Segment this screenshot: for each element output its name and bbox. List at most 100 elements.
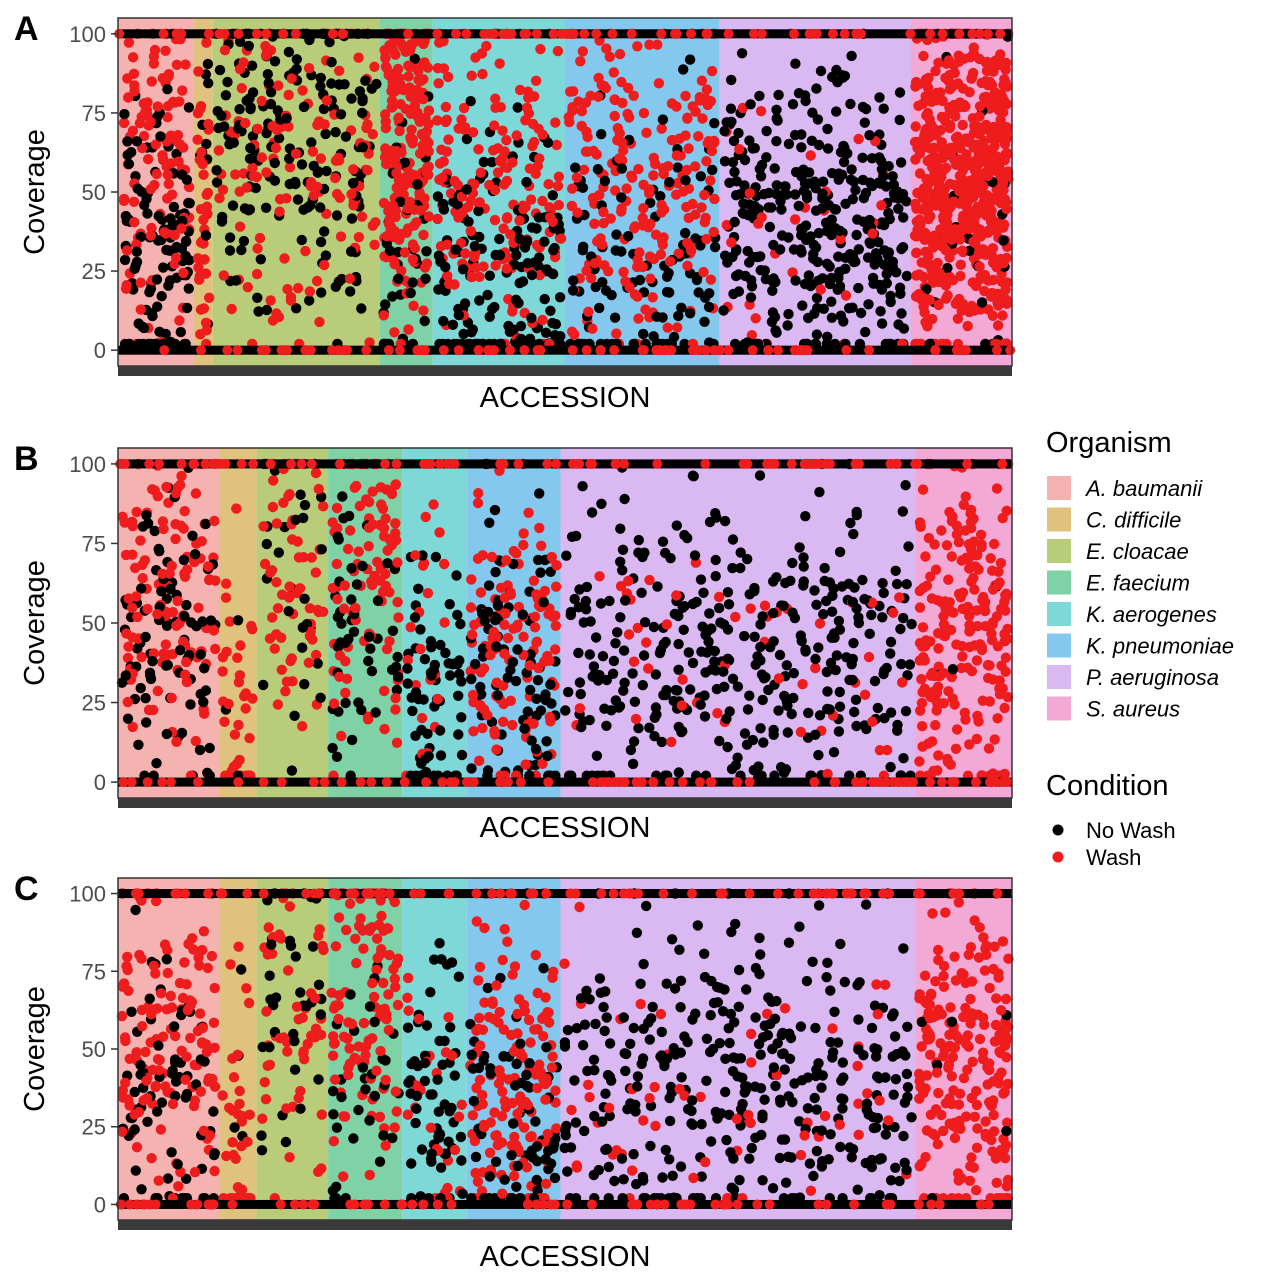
no-wash-point bbox=[445, 1022, 456, 1033]
no-wash-point bbox=[129, 263, 140, 274]
no-wash-point bbox=[822, 123, 833, 135]
wash-point bbox=[390, 479, 401, 490]
wash-point bbox=[403, 1005, 414, 1016]
no-wash-point bbox=[810, 729, 821, 740]
no-wash-point bbox=[739, 154, 751, 166]
wash-point bbox=[297, 1012, 308, 1023]
wash-point bbox=[381, 1009, 392, 1020]
no-wash-point bbox=[453, 690, 464, 701]
wash-point bbox=[319, 777, 330, 788]
wash-point bbox=[936, 525, 947, 536]
no-wash-point bbox=[744, 199, 755, 210]
wash-point bbox=[652, 39, 663, 50]
wash-point bbox=[381, 484, 392, 495]
no-wash-point bbox=[456, 1155, 467, 1166]
no-wash-point bbox=[244, 204, 256, 215]
no-wash-point bbox=[718, 619, 730, 630]
no-wash-point bbox=[211, 165, 222, 176]
no-wash-point bbox=[755, 641, 766, 653]
no-wash-point bbox=[364, 631, 375, 642]
no-wash-point bbox=[860, 326, 871, 338]
wash-point bbox=[200, 317, 212, 328]
no-wash-point bbox=[316, 287, 327, 298]
wash-point bbox=[199, 708, 210, 719]
wash-point bbox=[129, 217, 140, 228]
wash-point bbox=[947, 777, 957, 788]
no-wash-point bbox=[727, 157, 739, 168]
no-wash-point bbox=[891, 267, 902, 278]
wash-point bbox=[501, 135, 512, 146]
wash-point bbox=[315, 153, 327, 164]
no-wash-point bbox=[782, 727, 793, 738]
wash-point bbox=[924, 143, 935, 154]
no-wash-point bbox=[502, 672, 513, 683]
no-wash-point bbox=[144, 993, 155, 1004]
wash-point bbox=[835, 234, 846, 245]
wash-point bbox=[954, 97, 966, 108]
wash-point bbox=[175, 479, 186, 491]
wash-point bbox=[490, 260, 501, 271]
wash-point bbox=[234, 1085, 245, 1097]
wash-point bbox=[919, 192, 930, 204]
wash-point bbox=[333, 912, 345, 923]
wash-point bbox=[309, 992, 321, 1004]
no-wash-point bbox=[453, 729, 464, 740]
no-wash-point bbox=[305, 200, 316, 211]
no-wash-point bbox=[790, 275, 801, 286]
wash-point bbox=[122, 696, 133, 708]
wash-point bbox=[577, 46, 588, 57]
wash-point bbox=[392, 557, 403, 568]
no-wash-point bbox=[301, 1000, 312, 1012]
wash-point bbox=[165, 990, 176, 1002]
no-wash-point bbox=[164, 245, 175, 256]
wash-point bbox=[603, 266, 614, 277]
no-wash-point bbox=[356, 303, 367, 314]
wash-point bbox=[920, 94, 932, 105]
no-wash-point bbox=[853, 282, 864, 294]
no-wash-point bbox=[131, 136, 143, 147]
wash-point bbox=[138, 130, 150, 142]
no-wash-point bbox=[838, 156, 850, 168]
wash-point bbox=[989, 141, 1000, 152]
no-wash-point bbox=[433, 284, 444, 295]
no-wash-point bbox=[390, 661, 402, 673]
wash-point bbox=[414, 116, 425, 128]
no-wash-point bbox=[596, 498, 607, 509]
no-wash-point bbox=[633, 534, 644, 546]
wash-point bbox=[532, 345, 543, 356]
wash-point bbox=[922, 107, 933, 119]
no-wash-point bbox=[591, 750, 603, 761]
wash-point bbox=[433, 78, 444, 89]
wash-point bbox=[641, 127, 652, 138]
wash-point bbox=[145, 116, 156, 128]
wash-point bbox=[162, 169, 173, 180]
wash-point bbox=[449, 279, 460, 290]
wash-point bbox=[332, 594, 343, 605]
wash-point bbox=[617, 97, 628, 109]
no-wash-point bbox=[740, 270, 751, 282]
no-wash-point bbox=[885, 636, 897, 648]
no-wash-point bbox=[357, 107, 368, 119]
wash-point bbox=[759, 600, 771, 611]
no-wash-point bbox=[821, 258, 833, 269]
no-wash-point bbox=[730, 760, 742, 771]
no-wash-point bbox=[142, 208, 153, 219]
wash-point bbox=[282, 1046, 293, 1057]
no-wash-point bbox=[466, 1049, 477, 1061]
wash-point bbox=[885, 458, 896, 469]
no-wash-point bbox=[216, 110, 227, 122]
wash-point bbox=[460, 248, 471, 259]
wash-point bbox=[196, 536, 207, 547]
wash-point bbox=[231, 503, 242, 514]
no-wash-point bbox=[810, 653, 821, 665]
no-wash-point bbox=[122, 149, 133, 161]
no-wash-point bbox=[798, 552, 809, 563]
wash-point bbox=[546, 1062, 558, 1073]
no-wash-point bbox=[755, 171, 767, 182]
wash-point bbox=[623, 82, 634, 94]
wash-point bbox=[705, 175, 716, 186]
no-wash-point bbox=[714, 735, 725, 747]
wash-point bbox=[236, 458, 247, 469]
no-wash-point bbox=[898, 323, 910, 334]
wash-point bbox=[189, 556, 200, 568]
